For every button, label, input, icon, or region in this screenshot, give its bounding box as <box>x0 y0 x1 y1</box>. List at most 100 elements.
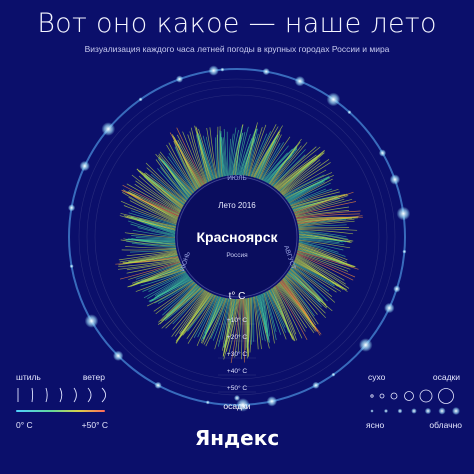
temperature-strand <box>283 277 319 325</box>
precip-dot <box>266 396 278 407</box>
temperature-strand <box>118 258 180 268</box>
temperature-strand <box>298 239 351 249</box>
temperature-strand <box>298 228 358 231</box>
rain-circle <box>404 391 414 401</box>
temperature-strand <box>168 142 197 191</box>
temperature-strand <box>149 279 193 303</box>
temperature-strand <box>194 125 212 181</box>
temperature-strand <box>115 256 179 265</box>
temperature-strand <box>256 131 280 179</box>
temperature-strand <box>284 276 318 315</box>
temperature-strand <box>147 273 188 300</box>
temperature-strand <box>285 275 326 319</box>
temperature-strand <box>264 292 277 332</box>
temperature-strand <box>177 139 204 186</box>
temperature-strand <box>127 264 182 288</box>
rain-circle <box>390 392 398 400</box>
sky-legend: сухо осадки ясно облачно <box>366 372 462 430</box>
temperature-strand <box>212 298 229 341</box>
temperature-strand <box>155 153 192 196</box>
temperature-strand <box>174 290 207 337</box>
temperature-strand <box>167 156 195 193</box>
temperature-strand <box>274 154 317 188</box>
temperature-strand <box>286 273 327 309</box>
precip-dot <box>312 381 320 389</box>
temperature-strand <box>298 238 345 246</box>
temperature-strand <box>164 288 203 321</box>
temperature-strand <box>124 215 176 228</box>
temperature-strand <box>291 195 338 208</box>
temperature-strand <box>275 285 308 341</box>
temperature-strand <box>267 290 286 328</box>
temperature-strand <box>159 151 194 193</box>
wind-stroke <box>59 387 63 403</box>
legend-rain: осадки <box>433 372 460 382</box>
temperature-strand <box>234 298 242 358</box>
temperature-strand <box>222 298 232 351</box>
month-label-july: ИЮЛЬ <box>227 175 246 182</box>
temperature-strand <box>202 135 216 180</box>
temperature-strand <box>298 242 348 261</box>
temperature-strand <box>278 282 317 329</box>
sky-dot <box>452 407 460 415</box>
temperature-strand <box>195 126 210 182</box>
temperature-strand <box>142 271 187 292</box>
temperature-strand <box>247 126 263 177</box>
temperature-strand <box>171 134 203 186</box>
temperature-strand <box>295 210 361 219</box>
temperature-strand <box>160 166 188 201</box>
temperature-strand <box>182 131 206 185</box>
temperature-strand <box>294 198 353 216</box>
temperature-strand <box>165 289 204 329</box>
precip-label: осадки <box>223 401 250 411</box>
temperature-strand <box>253 296 262 350</box>
temperature-strand <box>295 201 357 217</box>
precip-dot <box>331 372 336 377</box>
temperature-strand <box>210 298 228 339</box>
temperature-strand <box>214 137 219 179</box>
temperature-strand <box>253 125 283 178</box>
temperature-strand <box>163 282 196 311</box>
temperature-strand <box>154 280 194 304</box>
temperature-strand <box>135 271 186 292</box>
temperature-strand <box>126 260 180 271</box>
precip-dot <box>393 285 401 293</box>
wind-stroke <box>31 387 34 403</box>
temperature-strand <box>153 281 195 312</box>
rain-circle <box>379 393 385 399</box>
wind-strokes <box>17 387 107 403</box>
temperature-strand <box>224 298 233 351</box>
temperature-strand <box>256 295 269 340</box>
inner-disc-ring <box>176 176 298 298</box>
temperature-strand <box>259 134 282 180</box>
temperature-strand <box>296 253 354 281</box>
temperature-strand <box>244 298 249 357</box>
temperature-strand <box>272 154 306 187</box>
temperature-strand <box>298 238 340 243</box>
temperature-strand <box>235 126 243 176</box>
precip-dot <box>175 75 184 83</box>
temperature-strand <box>221 138 227 177</box>
temperature-strand <box>290 188 339 206</box>
temperature-strand <box>297 247 356 267</box>
temperature-strand <box>264 292 277 341</box>
temperature-strand <box>157 158 189 200</box>
temperature-strand <box>296 252 349 272</box>
temperature-strand <box>297 250 356 268</box>
wind-legend: штиль ветер 0° C +50° C <box>16 372 108 430</box>
temperature-strand <box>176 134 205 185</box>
temperature-strand <box>262 293 271 337</box>
page-subtitle: Визуализация каждого часа летней погоды … <box>84 44 390 54</box>
temperature-strand <box>230 129 239 176</box>
temperature-strand <box>135 262 181 280</box>
temperature-strand <box>130 217 176 229</box>
temperature-strand <box>131 174 181 212</box>
temperature-strand <box>155 159 188 200</box>
temperature-strand <box>266 291 287 340</box>
precip-dot <box>79 160 90 172</box>
temperature-strand <box>255 296 266 342</box>
temperature-strand <box>274 286 297 335</box>
temperature-strand <box>158 283 197 323</box>
temperature-strand <box>244 298 248 349</box>
country-name: Россия <box>226 252 248 259</box>
